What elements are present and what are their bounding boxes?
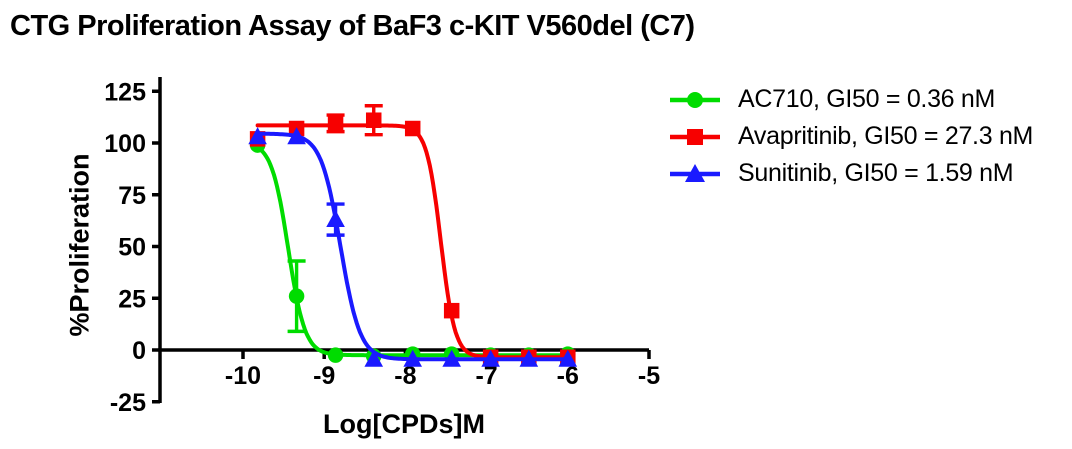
- series-curve-1: [255, 145, 570, 358]
- y-tick-label: 75: [118, 182, 146, 210]
- data-point-circle: [288, 288, 305, 304]
- x-tick-label: -6: [557, 362, 579, 390]
- x-axis-title: Log[CPDs]M: [323, 409, 485, 439]
- y-tick-label: 50: [118, 234, 146, 262]
- x-tick-label: -5: [638, 362, 660, 390]
- data-point-circle: [327, 347, 344, 363]
- x-tick-label: -10: [225, 362, 261, 390]
- data-point-triangle: [519, 349, 539, 367]
- data-point-triangle: [364, 349, 384, 367]
- data-point-square: [404, 120, 421, 137]
- data-point-triangle: [248, 127, 267, 145]
- y-axis-title: %Proliferation: [64, 153, 95, 337]
- legend-label: AC710, GI50 = 0.36 nM: [738, 85, 996, 113]
- x-tick-label: -9: [313, 362, 335, 390]
- y-tick-label: 25: [118, 285, 146, 313]
- y-tick-label: 100: [104, 130, 146, 158]
- data-point-triangle: [558, 349, 578, 367]
- legend-circle-icon: [670, 91, 720, 108]
- y-tick-label: 125: [104, 78, 146, 106]
- legend-label: Avapritinib, GI50 = 27.3 nM: [738, 122, 1034, 150]
- legend-item-sunitinib: Sunitinib, GI50 = 1.59 nM: [668, 155, 1033, 192]
- legend-triangle-icon: [670, 163, 720, 182]
- data-point-square: [365, 112, 382, 128]
- legend: AC710, GI50 = 0.36 nM Avapritinib, GI50 =…: [668, 81, 1033, 192]
- legend-item-ac710: AC710, GI50 = 0.36 nM: [668, 81, 1033, 118]
- data-point-triangle: [326, 209, 345, 228]
- data-point-triangle: [287, 127, 306, 145]
- x-tick-label: -8: [394, 362, 416, 390]
- data-point-triangle: [481, 349, 500, 367]
- data-point-square: [327, 115, 344, 132]
- x-tick-label: -7: [475, 362, 497, 390]
- legend-square-icon: [670, 128, 720, 145]
- chart-title: CTG Proliferation Assay of BaF3 c-KIT V5…: [10, 10, 695, 42]
- y-tick-label: -25: [110, 389, 146, 417]
- legend-item-avapritinib: Avapritinib, GI50 = 27.3 nM: [668, 118, 1033, 155]
- legend-label: Sunitinib, GI50 = 1.59 nM: [738, 159, 1014, 187]
- y-tick-label: 0: [132, 337, 146, 365]
- data-point-triangle: [403, 349, 423, 367]
- data-point-triangle: [442, 349, 461, 367]
- data-point-square: [443, 302, 460, 319]
